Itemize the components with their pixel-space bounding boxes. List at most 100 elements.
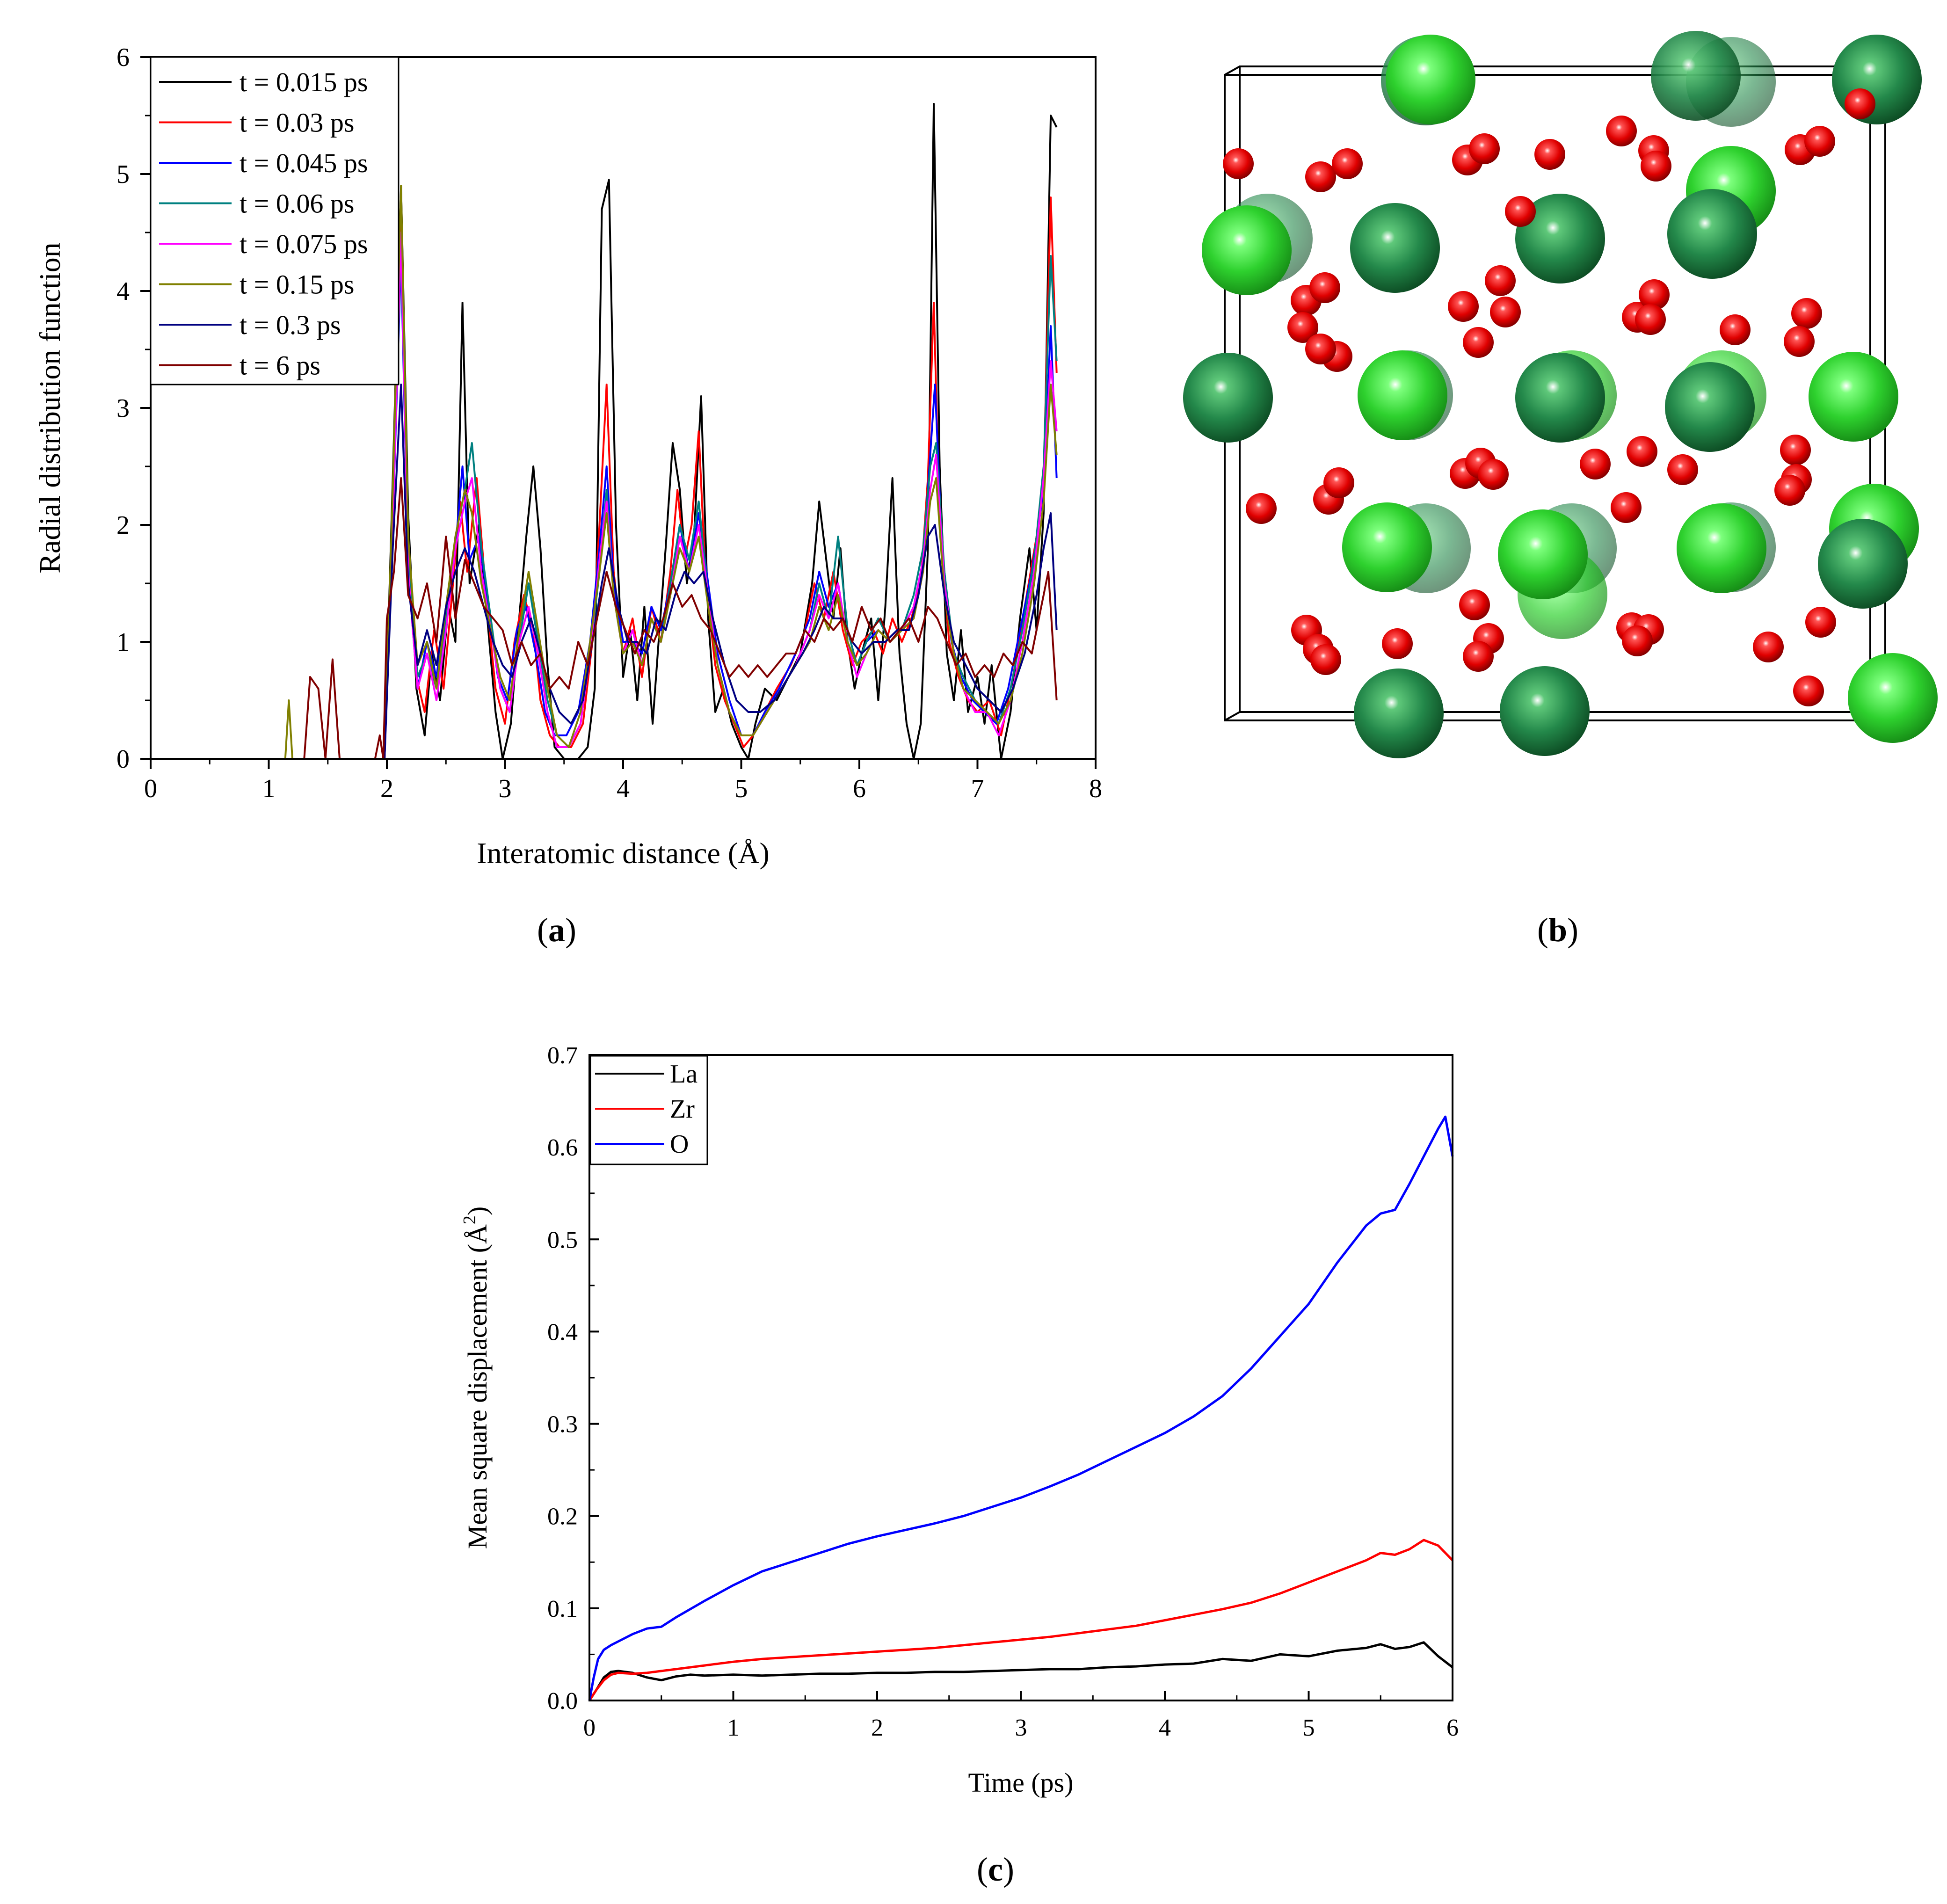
msd-x-tick-label: 6	[1446, 1715, 1459, 1741]
msd-y-tick-label: 0.2	[547, 1504, 578, 1530]
large-atom	[1202, 205, 1292, 295]
small-atom	[1845, 88, 1875, 119]
rdf-y-tick-label: 3	[116, 394, 130, 423]
rdf-legend-label-t-0-03-ps: t = 0.03 ps	[240, 108, 354, 138]
small-atom	[1448, 291, 1479, 322]
large-atom	[1354, 669, 1444, 758]
small-atom	[1641, 151, 1671, 182]
small-atom	[1323, 467, 1354, 498]
small-atom	[1639, 279, 1670, 310]
small-atom	[1720, 314, 1751, 345]
large-atom	[1848, 653, 1938, 743]
msd-legend-label-o: O	[670, 1130, 689, 1159]
msd-x-tick-label: 0	[583, 1715, 596, 1741]
msd-series-o	[588, 1115, 1454, 1701]
rdf-series-group	[151, 103, 1058, 760]
rdf-series-t-6-ps	[151, 477, 1058, 760]
small-atom	[1622, 625, 1653, 656]
large-atom	[1677, 503, 1766, 593]
msd-series-zr	[588, 1539, 1453, 1701]
small-atom	[1774, 475, 1805, 506]
msd-x-tick-label: 1	[727, 1715, 740, 1741]
small-atom	[1223, 148, 1254, 179]
rdf-legend-label-t-0-015-ps: t = 0.015 ps	[240, 67, 368, 97]
small-atom	[1305, 334, 1336, 364]
msd-x-tick-label: 2	[871, 1715, 883, 1741]
msd-x-axis-label: Time (ps)	[968, 1767, 1073, 1798]
rdf-x-tick-label: 8	[1089, 774, 1102, 803]
rdf-y-tick-label: 6	[116, 43, 130, 72]
msd-y-axis-label: Mean square displacement (Å2)	[460, 1206, 493, 1549]
large-atom	[1809, 352, 1898, 442]
small-atom	[1490, 297, 1521, 327]
small-atom	[1459, 589, 1490, 620]
small-atom	[1305, 161, 1336, 192]
rdf-x-tick-label: 5	[735, 774, 748, 803]
msd-y-tick-label: 0.7	[547, 1042, 578, 1069]
rdf-chart: 0 1 2 3 4 5 6 7 8 0 1 2 3 4 5 6 Interatomic distance (Å…	[33, 43, 1102, 870]
small-atom	[1505, 196, 1536, 227]
small-atom	[1469, 133, 1500, 164]
small-atom	[1580, 449, 1611, 480]
rdf-series-t-0-075-ps	[151, 232, 1058, 760]
small-atom	[1804, 126, 1835, 157]
large-atom	[1832, 35, 1922, 124]
rdf-x-tick-label: 7	[971, 774, 984, 803]
small-atom	[1287, 312, 1318, 343]
small-atom	[1784, 326, 1815, 357]
large-atom	[1515, 194, 1605, 283]
small-atom	[1485, 265, 1516, 296]
msd-y-tick-label: 0.1	[547, 1596, 578, 1622]
rdf-axis-ticks: 0 1 2 3 4 5 6 7 8 0 1 2 3 4 5 6	[116, 43, 1102, 803]
msd-x-tick-label: 4	[1159, 1715, 1171, 1741]
small-atom	[1310, 644, 1341, 675]
rdf-series-t-0-15-ps	[151, 185, 1058, 760]
rdf-y-tick-label: 0	[116, 745, 130, 774]
rdf-x-tick-label: 6	[853, 774, 866, 803]
msd-y-tick-label: 0.6	[547, 1134, 578, 1161]
rdf-x-tick-label: 2	[380, 774, 393, 803]
rdf-legend-label-t-0-045-ps: t = 0.045 ps	[240, 148, 368, 178]
rdf-legend-label-t-0-075-ps: t = 0.075 ps	[240, 229, 368, 259]
rdf-legend-label-t-0-06-ps: t = 0.06 ps	[240, 189, 354, 219]
msd-series-group	[588, 1115, 1454, 1701]
large-atom	[1515, 353, 1605, 443]
large-atom	[1386, 35, 1475, 124]
small-atom	[1606, 116, 1637, 146]
msd-y-tick-label: 0.4	[547, 1319, 578, 1345]
large-atom	[1665, 362, 1755, 452]
rdf-legend: t = 0.015 ps t = 0.03 ps t = 0.045 ps t = 0…	[150, 56, 400, 385]
small-atom	[1382, 628, 1413, 659]
small-atom	[1667, 454, 1698, 485]
rdf-series-t-0-3-ps	[151, 384, 1058, 760]
large-atom	[1651, 31, 1741, 121]
panel-b-caption: (b)	[1537, 911, 1578, 949]
large-atom	[1498, 509, 1588, 599]
small-atom	[1478, 459, 1509, 490]
panel-a-caption: (a)	[537, 911, 576, 949]
large-atom	[1342, 502, 1432, 592]
large-atom	[1500, 666, 1590, 756]
large-atom	[1818, 519, 1908, 609]
large-atom	[1183, 353, 1273, 443]
rdf-x-tick-label: 4	[617, 774, 630, 803]
msd-legend: La Zr O	[589, 1055, 708, 1165]
msd-y-tick-label: 0.3	[547, 1411, 578, 1438]
msd-plot-frame	[588, 1054, 1453, 1701]
small-atom	[1791, 298, 1822, 329]
atoms-group	[1183, 31, 1938, 758]
rdf-y-tick-label: 4	[116, 277, 130, 306]
msd-legend-label-zr: Zr	[670, 1095, 695, 1124]
msd-legend-items: La Zr O	[595, 1060, 697, 1159]
rdf-y-tick-label: 2	[116, 511, 130, 540]
small-atom	[1332, 148, 1363, 179]
msd-axis-ticks: 0 1 2 3 4 5 6 0.0 0.1 0.2 0.3 0.4 0.5 0.6 0.7	[547, 1042, 1459, 1741]
small-atom	[1780, 435, 1811, 465]
rdf-y-axis-label: Radial distribution function	[33, 242, 66, 573]
small-atom	[1627, 436, 1657, 467]
small-atom	[1463, 641, 1494, 672]
small-atom	[1805, 607, 1836, 638]
rdf-x-tick-label: 0	[144, 774, 157, 803]
small-atom	[1753, 632, 1784, 662]
